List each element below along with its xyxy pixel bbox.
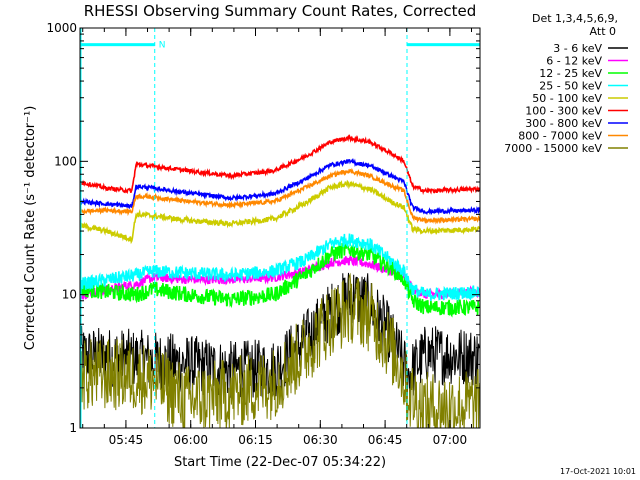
- timestamp: 17-Oct-2021 10:01: [560, 467, 636, 476]
- legend-label: 6 - 12 keV: [546, 55, 602, 68]
- legend-header-line-2: Att 0: [590, 25, 616, 38]
- flag-label: N: [159, 41, 166, 51]
- y-tick-label: 1: [69, 421, 77, 435]
- legend-label: 25 - 50 keV: [539, 80, 602, 93]
- legend-label: 12 - 25 keV: [539, 67, 602, 80]
- x-tick-label: 06:30: [303, 433, 338, 447]
- chart-title: RHESSI Observing Summary Count Rates, Co…: [84, 2, 477, 20]
- x-tick-label: 07:00: [433, 433, 468, 447]
- plot-frame: [79, 27, 481, 429]
- series-line-0: [80, 272, 480, 400]
- legend-label: 3 - 6 keV: [553, 42, 602, 55]
- x-axis-label: Start Time (22-Dec-07 05:34:22): [174, 455, 386, 470]
- series-line-7: [80, 167, 480, 225]
- legend-label: 100 - 300 keV: [525, 105, 602, 118]
- y-tick-label: 10: [62, 288, 77, 302]
- y-tick-label: 1000: [46, 21, 77, 35]
- legend-header-line-1: Det 1,3,4,5,6,9,: [532, 12, 618, 25]
- flag-bar-0: [80, 43, 155, 47]
- x-tick-label: 06:00: [173, 433, 208, 447]
- series-line-6: [80, 158, 480, 216]
- x-tick-label: 06:15: [238, 433, 273, 447]
- legend-label: 7000 - 15000 keV: [504, 142, 602, 155]
- legend-label: 50 - 100 keV: [532, 92, 602, 105]
- x-tick-label: 05:45: [109, 433, 144, 447]
- x-tick-label: 06:45: [368, 433, 403, 447]
- legend-label: 800 - 7000 keV: [518, 130, 602, 143]
- series-line-4: [80, 179, 480, 245]
- y-tick-label: 100: [54, 154, 77, 168]
- series-line-3: [80, 233, 480, 303]
- legend-label: 300 - 800 keV: [525, 117, 602, 130]
- series-line-2: [80, 241, 480, 318]
- flag-bar-1: [406, 43, 480, 47]
- y-axis-label: Corrected Count Rate (s⁻¹ detector⁻¹): [23, 106, 38, 351]
- series-line-5: [80, 133, 480, 196]
- series-line-8: [80, 272, 480, 428]
